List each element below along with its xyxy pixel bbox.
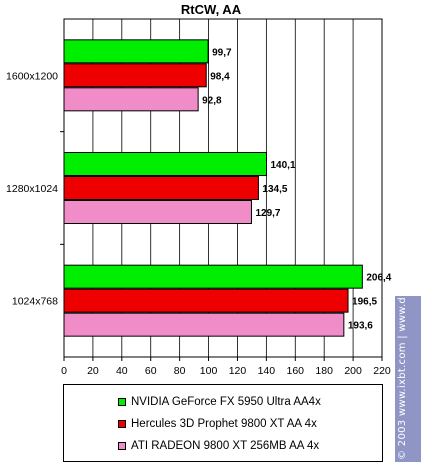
x-tick-label: 160 — [287, 365, 305, 377]
x-tick-label: 120 — [229, 365, 247, 377]
bar-value-label: 140,1 — [271, 160, 296, 171]
bar — [63, 39, 209, 64]
bar — [63, 63, 207, 88]
legend-label: NVIDIA GeForce FX 5950 Ultra AA4x — [131, 396, 321, 408]
legend-label: Hercules 3D Prophet 9800 XT AA 4x — [131, 418, 317, 430]
legend-swatch — [118, 398, 126, 406]
bar-value-label: 196,5 — [352, 297, 377, 308]
plot-frame — [63, 18, 383, 358]
legend-swatch — [118, 442, 126, 450]
legend-swatch — [118, 420, 126, 428]
bar — [63, 176, 259, 200]
x-tick-label: 200 — [344, 365, 362, 377]
bar-value-label: 134,5 — [262, 184, 287, 195]
legend-item: Hercules 3D Prophet 9800 XT AA 4x — [64, 413, 382, 435]
bar — [63, 200, 252, 224]
x-tick-label: 80 — [174, 365, 186, 377]
category-label: 1024x768 — [12, 296, 58, 308]
category-label: 1280x1024 — [6, 183, 58, 195]
bar-value-label: 92,8 — [202, 95, 222, 106]
bar-value-label: 99,7 — [212, 47, 232, 58]
chart-title: RtCW, AA — [180, 2, 242, 17]
bar — [63, 312, 345, 337]
bar — [63, 288, 349, 313]
legend-label: ATI RADEON 9800 XT 256MB AA 4x — [131, 440, 320, 452]
x-tick-label: 220 — [373, 365, 391, 377]
bar-value-label: 193,6 — [348, 321, 373, 332]
legend-item: ATI RADEON 9800 XT 256MB AA 4x — [64, 435, 382, 457]
category-label: 1600x1200 — [6, 70, 58, 82]
bar-value-label: 98,4 — [210, 71, 230, 82]
chart-plot: 99,7 98,4 92,8 1600x1200 140,1 134,5 129,7 1280… — [6, 18, 392, 377]
bar — [63, 87, 199, 112]
bar — [63, 264, 363, 289]
chart-legend: NVIDIA GeForce FX 5950 Ultra AA4x Hercule… — [63, 384, 383, 462]
x-tick-label: 0 — [61, 365, 67, 377]
x-tick-label: 180 — [315, 365, 333, 377]
watermark: © 2003 www.ixbt.com | www.digit-life.com — [395, 296, 421, 462]
bar-value-label: 206,4 — [366, 273, 391, 284]
x-tick-label: 40 — [116, 365, 128, 377]
bar-value-label: 129,7 — [255, 208, 280, 219]
x-tick-label: 20 — [87, 365, 99, 377]
bar — [63, 152, 268, 176]
x-tick-label: 140 — [258, 365, 276, 377]
x-tick-label: 60 — [145, 365, 157, 377]
x-tick-label: 100 — [200, 365, 218, 377]
watermark-text: © 2003 www.ixbt.com | www.digit-life.com — [397, 296, 408, 460]
legend-item: NVIDIA GeForce FX 5950 Ultra AA4x — [64, 391, 382, 413]
